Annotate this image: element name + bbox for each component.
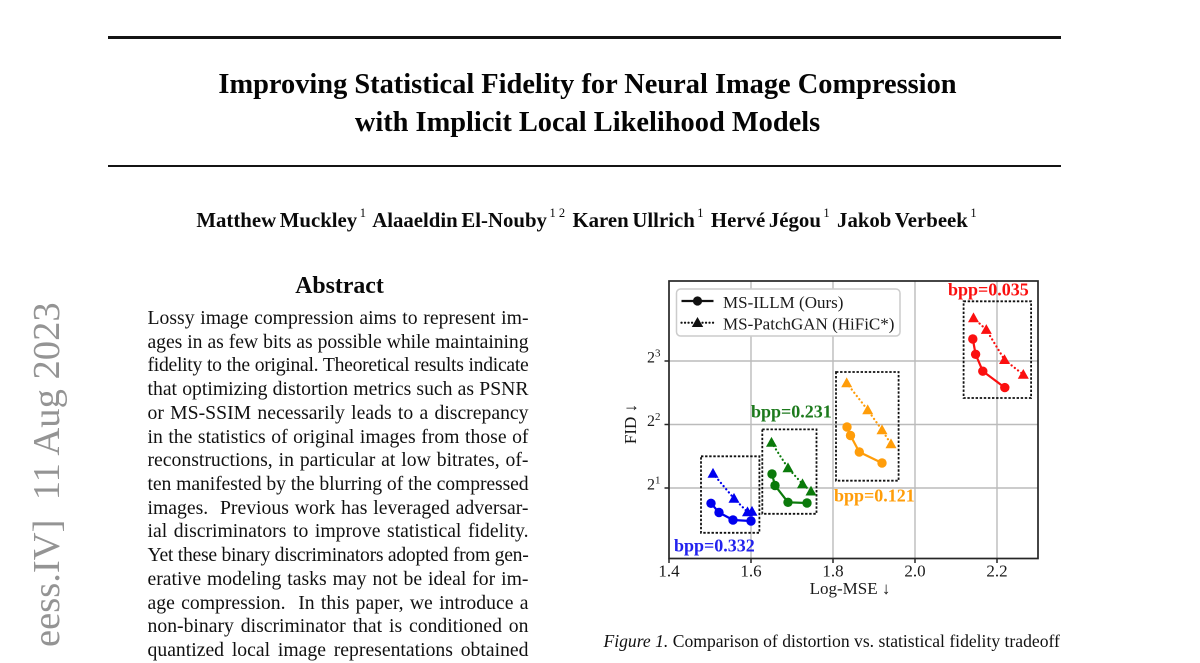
svg-text:MS-ILLM (Ours): MS-ILLM (Ours)	[723, 293, 843, 312]
svg-text:bpp=0.035: bpp=0.035	[948, 280, 1029, 300]
svg-text:Log-MSE ↓: Log-MSE ↓	[810, 579, 891, 598]
svg-text:MS-PatchGAN (HiFiC*): MS-PatchGAN (HiFiC*)	[723, 314, 894, 333]
svg-text:bpp=0.231: bpp=0.231	[751, 401, 832, 421]
svg-text:22: 22	[647, 411, 661, 430]
svg-text:1.8: 1.8	[822, 562, 843, 581]
svg-text:FID ↓: FID ↓	[621, 404, 640, 444]
svg-text:bpp=0.121: bpp=0.121	[834, 485, 915, 505]
svg-text:23: 23	[647, 348, 661, 367]
svg-text:2.0: 2.0	[904, 562, 925, 581]
svg-text:2.2: 2.2	[986, 562, 1007, 581]
svg-text:21: 21	[647, 475, 661, 494]
svg-text:bpp=0.332: bpp=0.332	[674, 536, 755, 556]
svg-text:1.6: 1.6	[740, 562, 761, 581]
svg-text:1.4: 1.4	[658, 562, 680, 581]
